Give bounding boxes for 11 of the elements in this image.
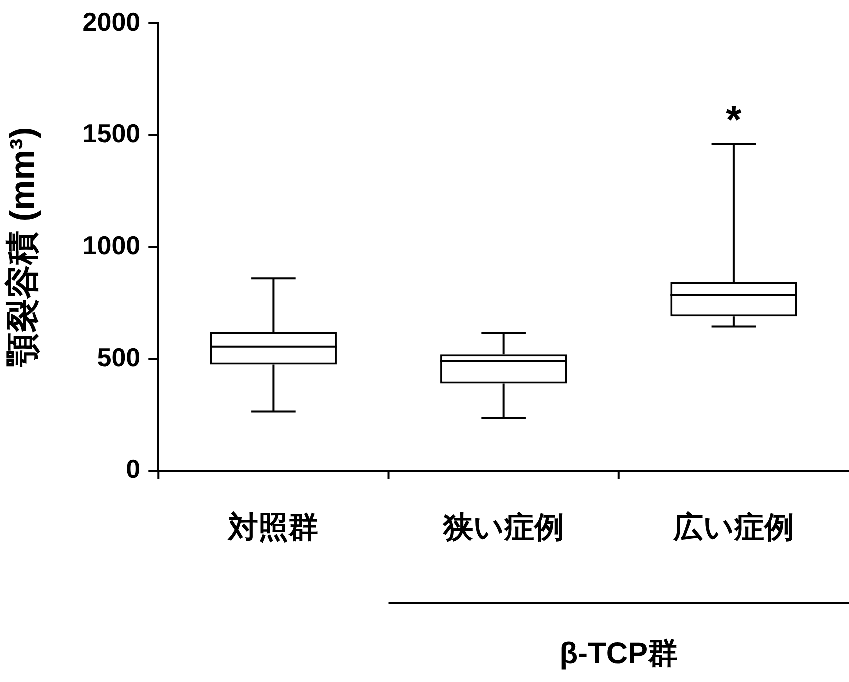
text: β-TCP群 — [560, 637, 678, 670]
x-tick-label: 対照群 — [228, 510, 319, 544]
y-tick-label: 0 — [126, 454, 141, 484]
annotation: * — [726, 98, 742, 142]
x-tick-label: 狭い症例 — [442, 511, 564, 544]
x-tick-label: 広い症例 — [672, 510, 794, 544]
y-tick-label: 1500 — [82, 118, 141, 149]
y-tick-label: 1000 — [82, 230, 141, 260]
y-tick-label: 500 — [97, 342, 141, 372]
y-tick-label: 2000 — [82, 6, 141, 37]
y-axis-title: 顎裂容積 (mm³) — [4, 127, 42, 368]
